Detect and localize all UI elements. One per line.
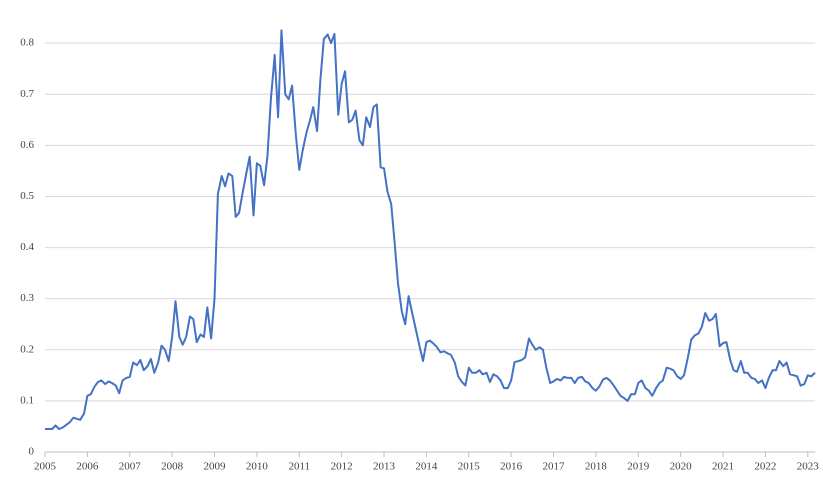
x-tick-label: 2016: [500, 461, 523, 473]
x-tick-label: 2006: [76, 461, 99, 473]
y-tick-label: 0: [29, 446, 35, 458]
y-tick-label: 0.8: [20, 37, 34, 49]
x-tick-label: 2009: [204, 461, 227, 473]
y-tick-label: 0.4: [20, 241, 34, 253]
x-tick-label: 2017: [543, 461, 566, 473]
x-tick-label: 2014: [415, 461, 438, 473]
y-tick-label: 0.7: [20, 88, 34, 100]
y-tick-label: 0.1: [20, 394, 34, 406]
x-tick-label: 2015: [458, 461, 481, 473]
y-tick-label: 0.5: [20, 190, 34, 202]
x-tick-label: 2013: [373, 461, 396, 473]
x-tick-label: 2010: [246, 461, 269, 473]
y-tick-label: 0.2: [20, 343, 34, 355]
x-tick-label: 2019: [627, 461, 650, 473]
x-tick-label: 2023: [797, 461, 820, 473]
data-line: [45, 29, 816, 430]
y-tick-label: 0.3: [20, 292, 34, 304]
x-tick-label: 2022: [754, 461, 776, 473]
x-tick-label: 2018: [585, 461, 608, 473]
x-tick-label: 2007: [119, 461, 142, 473]
x-tick-label: 2011: [288, 461, 310, 473]
y-tick-label: 0.6: [20, 139, 34, 151]
x-tick-label: 2005: [34, 461, 57, 473]
x-tick-label: 2021: [712, 461, 734, 473]
x-tick-label: 2020: [670, 461, 693, 473]
x-tick-label: 2008: [161, 461, 184, 473]
x-tick-label: 2012: [331, 461, 353, 473]
